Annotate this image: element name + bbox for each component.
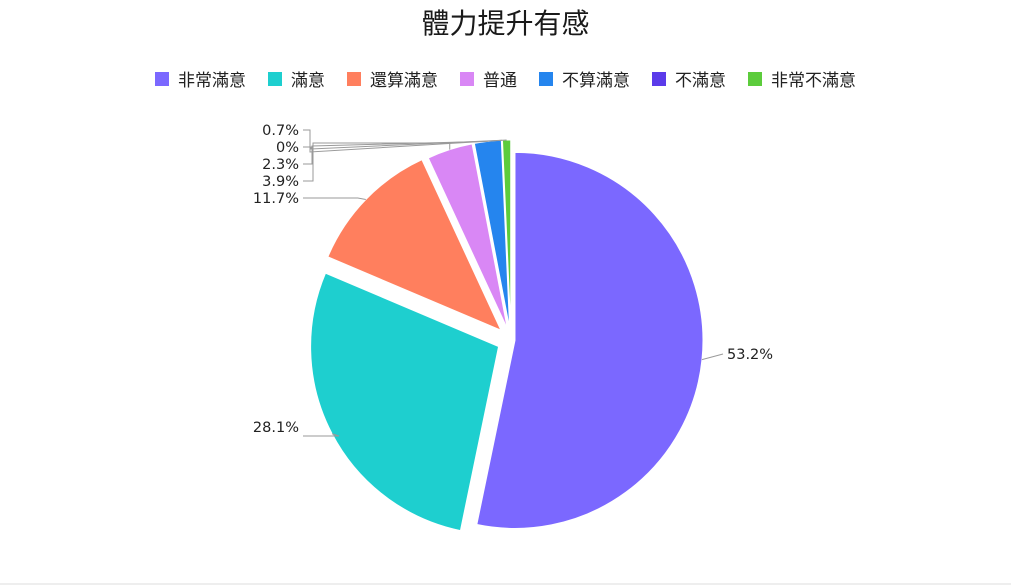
pie-slice-3[interactable] [427, 143, 508, 329]
legend-label: 滿意 [291, 71, 325, 91]
legend-label: 還算滿意 [370, 71, 438, 91]
pie-slice-2[interactable] [327, 159, 502, 332]
legend-item-6[interactable]: 非常不滿意 [748, 66, 856, 91]
legend-label: 不滿意 [675, 71, 726, 91]
legend: 非常滿意 滿意 還算滿意 普通 不算滿意 不滿意 非常不滿意 [0, 66, 1011, 91]
legend-swatch [155, 71, 169, 86]
legend-swatch [748, 71, 762, 86]
legend-item-3[interactable]: 普通 [460, 66, 517, 91]
legend-label: 普通 [483, 71, 517, 91]
data-label-4: 2.3% [262, 157, 299, 173]
legend-item-2[interactable]: 還算滿意 [347, 66, 438, 91]
leader-line-0 [701, 353, 724, 361]
legend-swatch [539, 71, 553, 86]
legend-swatch [460, 71, 474, 86]
legend-label: 不算滿意 [562, 71, 630, 91]
legend-item-5[interactable]: 不滿意 [652, 66, 726, 91]
leader-line-2 [303, 197, 366, 201]
legend-item-1[interactable]: 滿意 [268, 66, 325, 91]
leader-line-3 [303, 142, 451, 182]
leader-line-5 [303, 139, 503, 150]
legend-swatch [347, 71, 361, 86]
data-label-0: 53.2% [727, 347, 773, 363]
data-label-3: 3.9% [262, 174, 299, 190]
pie-slice-1[interactable] [310, 272, 500, 532]
bottom-divider [0, 583, 1011, 585]
leader-line-6 [303, 129, 507, 153]
legend-label: 非常不滿意 [771, 71, 856, 91]
chart-title: 體力提升有感 [421, 7, 590, 40]
pie-slice-0[interactable] [476, 151, 704, 529]
data-label-6: 0.7% [262, 123, 299, 139]
legend-swatch [652, 71, 666, 86]
data-label-1: 28.1% [253, 420, 299, 436]
data-label-5: 0% [276, 140, 299, 156]
legend-item-0[interactable]: 非常滿意 [155, 66, 246, 91]
legend-item-4[interactable]: 不算滿意 [539, 66, 630, 91]
legend-label: 非常滿意 [178, 71, 246, 91]
leader-line-1 [303, 433, 340, 437]
data-label-2: 11.7% [253, 191, 299, 207]
leader-line-4 [303, 140, 488, 165]
legend-swatch [268, 71, 282, 86]
